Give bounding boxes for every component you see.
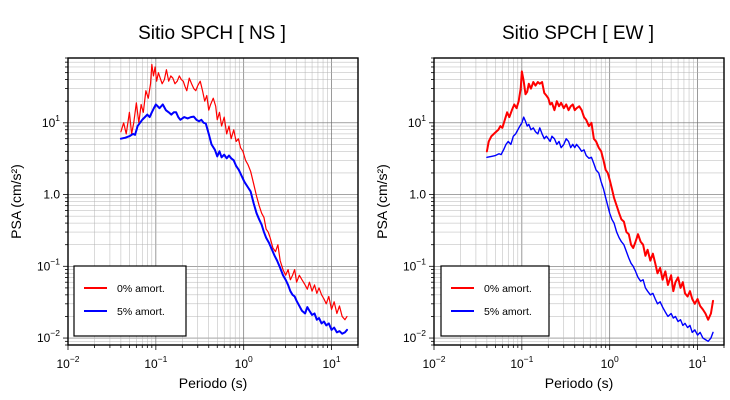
y-tick-label: 10−2 <box>37 328 60 345</box>
y-tick-exponent: −2 <box>416 328 426 338</box>
legend-label: 0% amort. <box>484 283 532 295</box>
x-tick-label: 100 <box>235 354 253 371</box>
y-tick-label: 10−2 <box>403 328 426 345</box>
x-tick-base: 10 <box>601 357 615 371</box>
legend-label: 5% amort. <box>117 306 165 318</box>
legend: 0% amort. 5% amort. <box>440 265 550 337</box>
x-tick-exponent: −2 <box>70 354 80 364</box>
legend-box <box>440 265 550 337</box>
x-tick-label: 10−2 <box>56 354 79 371</box>
x-tick-base: 10 <box>56 357 70 371</box>
x-tick-exponent: −1 <box>158 354 168 364</box>
y-axis-label: PSA (cm/s²) <box>8 164 24 239</box>
y-tick-label: 1.0 <box>43 188 60 202</box>
x-tick-exponent: 1 <box>336 354 341 364</box>
ticks <box>63 57 359 350</box>
legend: 0% amort. 5% amort. <box>73 265 187 337</box>
y-tick-exponent: −1 <box>416 256 426 266</box>
y-tick-label: 10−1 <box>37 256 60 273</box>
y-axis-label: PSA (cm/s²) <box>374 164 390 239</box>
series-line-amort-5 <box>119 103 349 335</box>
series-group <box>119 63 349 335</box>
x-tick-base: 10 <box>510 357 524 371</box>
y-tick-base: 10 <box>403 259 417 273</box>
x-tick-base: 10 <box>689 357 703 371</box>
y-tick-exponent: 1 <box>421 113 426 123</box>
x-tick-label: 100 <box>601 354 619 371</box>
y-tick-base: 10 <box>37 259 51 273</box>
y-tick-base: 10 <box>408 116 422 130</box>
x-axis-label: Periodo (s) <box>179 375 247 391</box>
y-tick-base: 10 <box>42 116 56 130</box>
x-tick-base: 10 <box>144 357 158 371</box>
x-tick-label: 10−1 <box>144 354 167 371</box>
legend-label: 5% amort. <box>484 306 532 318</box>
y-tick-exponent: −2 <box>50 328 60 338</box>
x-axis-label: Periodo (s) <box>545 375 613 391</box>
x-tick-label: 10−1 <box>510 354 533 371</box>
x-tick-label: 10−2 <box>422 354 445 371</box>
y-tick-base: 10 <box>403 331 417 345</box>
x-tick-exponent: 0 <box>614 354 619 364</box>
y-tick-label: 101 <box>42 113 60 130</box>
x-tick-label: 101 <box>689 354 707 371</box>
y-tick-base: 10 <box>37 331 51 345</box>
x-tick-exponent: 1 <box>702 354 707 364</box>
x-tick-exponent: 0 <box>248 354 253 364</box>
series-line-amort-0 <box>120 63 348 321</box>
chart-title: Sitio SPCH [ EW ] <box>502 23 654 44</box>
series-group <box>485 70 715 343</box>
y-tick-label: 101 <box>408 113 426 130</box>
legend-box <box>73 265 187 337</box>
y-tick-label: 10−1 <box>403 256 426 273</box>
x-tick-exponent: −2 <box>436 354 446 364</box>
x-tick-base: 10 <box>323 357 337 371</box>
y-tick-exponent: −1 <box>50 256 60 266</box>
x-tick-base: 10 <box>422 357 436 371</box>
x-tick-exponent: −1 <box>524 354 534 364</box>
y-tick-label: 1.0 <box>409 188 426 202</box>
series-line-amort-5 <box>486 116 714 343</box>
chart-title: Sitio SPCH [ NS ] <box>138 23 286 44</box>
x-tick-base: 10 <box>235 357 249 371</box>
series-line-amort-0 <box>485 70 715 321</box>
ticks <box>429 57 725 350</box>
legend-label: 0% amort. <box>117 283 165 295</box>
y-tick-exponent: 1 <box>55 113 60 123</box>
x-tick-label: 101 <box>323 354 341 371</box>
